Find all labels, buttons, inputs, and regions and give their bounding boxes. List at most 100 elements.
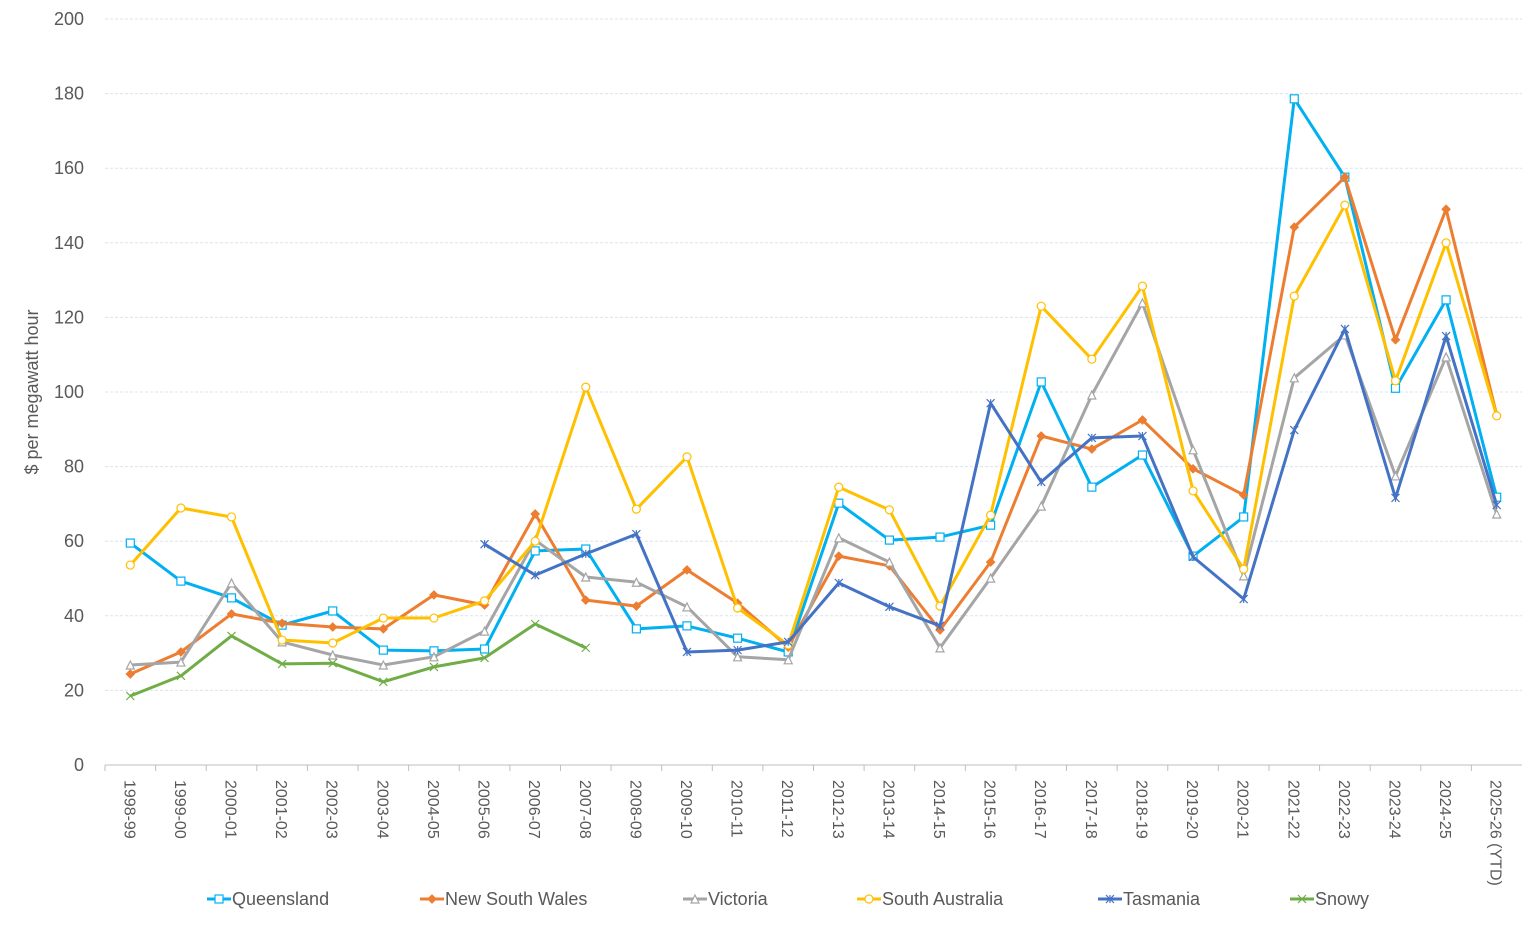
- data-point: [783, 654, 794, 665]
- data-point: [125, 538, 135, 548]
- data-point: [530, 570, 540, 580]
- data-point: [1087, 482, 1097, 492]
- y-tick-label: 0: [74, 755, 84, 775]
- data-point: [1289, 291, 1299, 301]
- series-south-australia: [125, 200, 1502, 650]
- data-point: [1441, 351, 1452, 362]
- series-line: [129, 622, 587, 698]
- y-tick-label: 180: [54, 84, 84, 104]
- data-point: [1390, 376, 1401, 386]
- x-tick-label: 2016-17: [1031, 780, 1048, 839]
- data-point: [429, 613, 439, 623]
- data-point: [277, 618, 287, 629]
- data-point: [1492, 500, 1502, 510]
- y-tick-label: 20: [64, 680, 84, 700]
- data-point: [327, 622, 338, 632]
- data-point: [935, 621, 945, 631]
- data-point: [1188, 463, 1198, 474]
- legend-item: South Australia: [857, 889, 1004, 909]
- legend-item: Victoria: [683, 889, 769, 909]
- data-point: [125, 659, 136, 670]
- data-point: [1289, 94, 1299, 104]
- data-point: [580, 595, 591, 605]
- data-point: [581, 549, 591, 559]
- x-tick-label: 2011-12: [778, 780, 795, 838]
- y-tick-label: 160: [54, 158, 84, 178]
- x-axis-ticks: 1998-99 1999-00 2000-01 2001-02 2002-03 2003-…: [104, 765, 1504, 886]
- data-point: [1491, 508, 1502, 519]
- x-tick-label: 2019-20: [1183, 780, 1200, 839]
- data-point: [479, 625, 490, 636]
- legend-label: Queensland: [232, 889, 329, 909]
- data-point: [884, 535, 895, 545]
- data-point: [227, 631, 236, 641]
- series-line: [130, 301, 1499, 667]
- data-point: [1390, 470, 1401, 481]
- x-tick-label: 2004-05: [424, 780, 441, 839]
- legend-item: New South Wales: [420, 889, 587, 909]
- x-tick-label: 2012-13: [829, 780, 846, 839]
- legend-label: Tasmania: [1123, 889, 1201, 909]
- x-tick-label: 2003-04: [373, 780, 390, 839]
- data-point: [732, 651, 743, 662]
- x-tick-label: 2009-10: [677, 780, 694, 839]
- data-point: [378, 645, 388, 655]
- data-point: [378, 613, 388, 623]
- series-group: [125, 94, 1502, 701]
- data-point: [935, 642, 945, 653]
- data-point: [1340, 324, 1350, 334]
- legend-marker: [690, 893, 700, 904]
- data-point: [631, 504, 641, 514]
- data-point: [986, 510, 996, 520]
- x-tick-label: 1999-00: [171, 780, 188, 839]
- x-tick-label: 2018-19: [1132, 780, 1149, 839]
- legend-label: Snowy: [1315, 889, 1369, 909]
- x-tick-label: 2010-11: [728, 780, 745, 838]
- x-tick-label: 2008-09: [626, 780, 643, 839]
- data-point: [1239, 564, 1249, 574]
- x-tick-label: 2005-06: [475, 780, 492, 839]
- data-point: [1289, 222, 1300, 232]
- legend-marker: [1297, 894, 1307, 904]
- data-point: [328, 606, 338, 616]
- data-point: [1137, 281, 1148, 291]
- data-point: [682, 601, 692, 612]
- series-victoria: [125, 297, 1502, 670]
- data-point: [175, 656, 186, 667]
- data-point: [783, 637, 793, 647]
- data-point: [226, 512, 237, 522]
- data-point: [328, 638, 338, 648]
- data-point: [1036, 431, 1047, 441]
- x-tick-label: 2015-16: [981, 780, 998, 839]
- data-point: [1036, 377, 1046, 387]
- data-point: [1036, 301, 1046, 311]
- data-point: [682, 452, 692, 462]
- x-tick-label: 2022-23: [1335, 780, 1352, 839]
- series-snowy: [125, 619, 591, 701]
- data-point: [1390, 383, 1401, 393]
- data-point: [125, 669, 136, 679]
- data-point: [176, 647, 186, 657]
- data-point: [530, 546, 540, 556]
- data-point: [226, 609, 237, 619]
- data-point: [480, 539, 489, 549]
- legend-label: New South Wales: [445, 889, 587, 909]
- data-point: [580, 571, 591, 582]
- data-point: [1137, 450, 1148, 460]
- data-point: [226, 593, 237, 603]
- data-point: [682, 565, 692, 575]
- data-point: [479, 596, 490, 606]
- data-point: [732, 633, 743, 643]
- data-point: [1086, 389, 1097, 400]
- x-tick-label: 2000-01: [222, 780, 239, 839]
- legend-marker: [427, 894, 437, 904]
- data-point: [428, 651, 439, 662]
- data-point: [834, 578, 844, 588]
- data-point: [682, 621, 692, 631]
- data-point: [631, 601, 642, 611]
- data-point: [1188, 552, 1198, 562]
- legend-label: South Australia: [882, 889, 1004, 909]
- data-point: [1087, 433, 1097, 443]
- data-point: [733, 645, 743, 655]
